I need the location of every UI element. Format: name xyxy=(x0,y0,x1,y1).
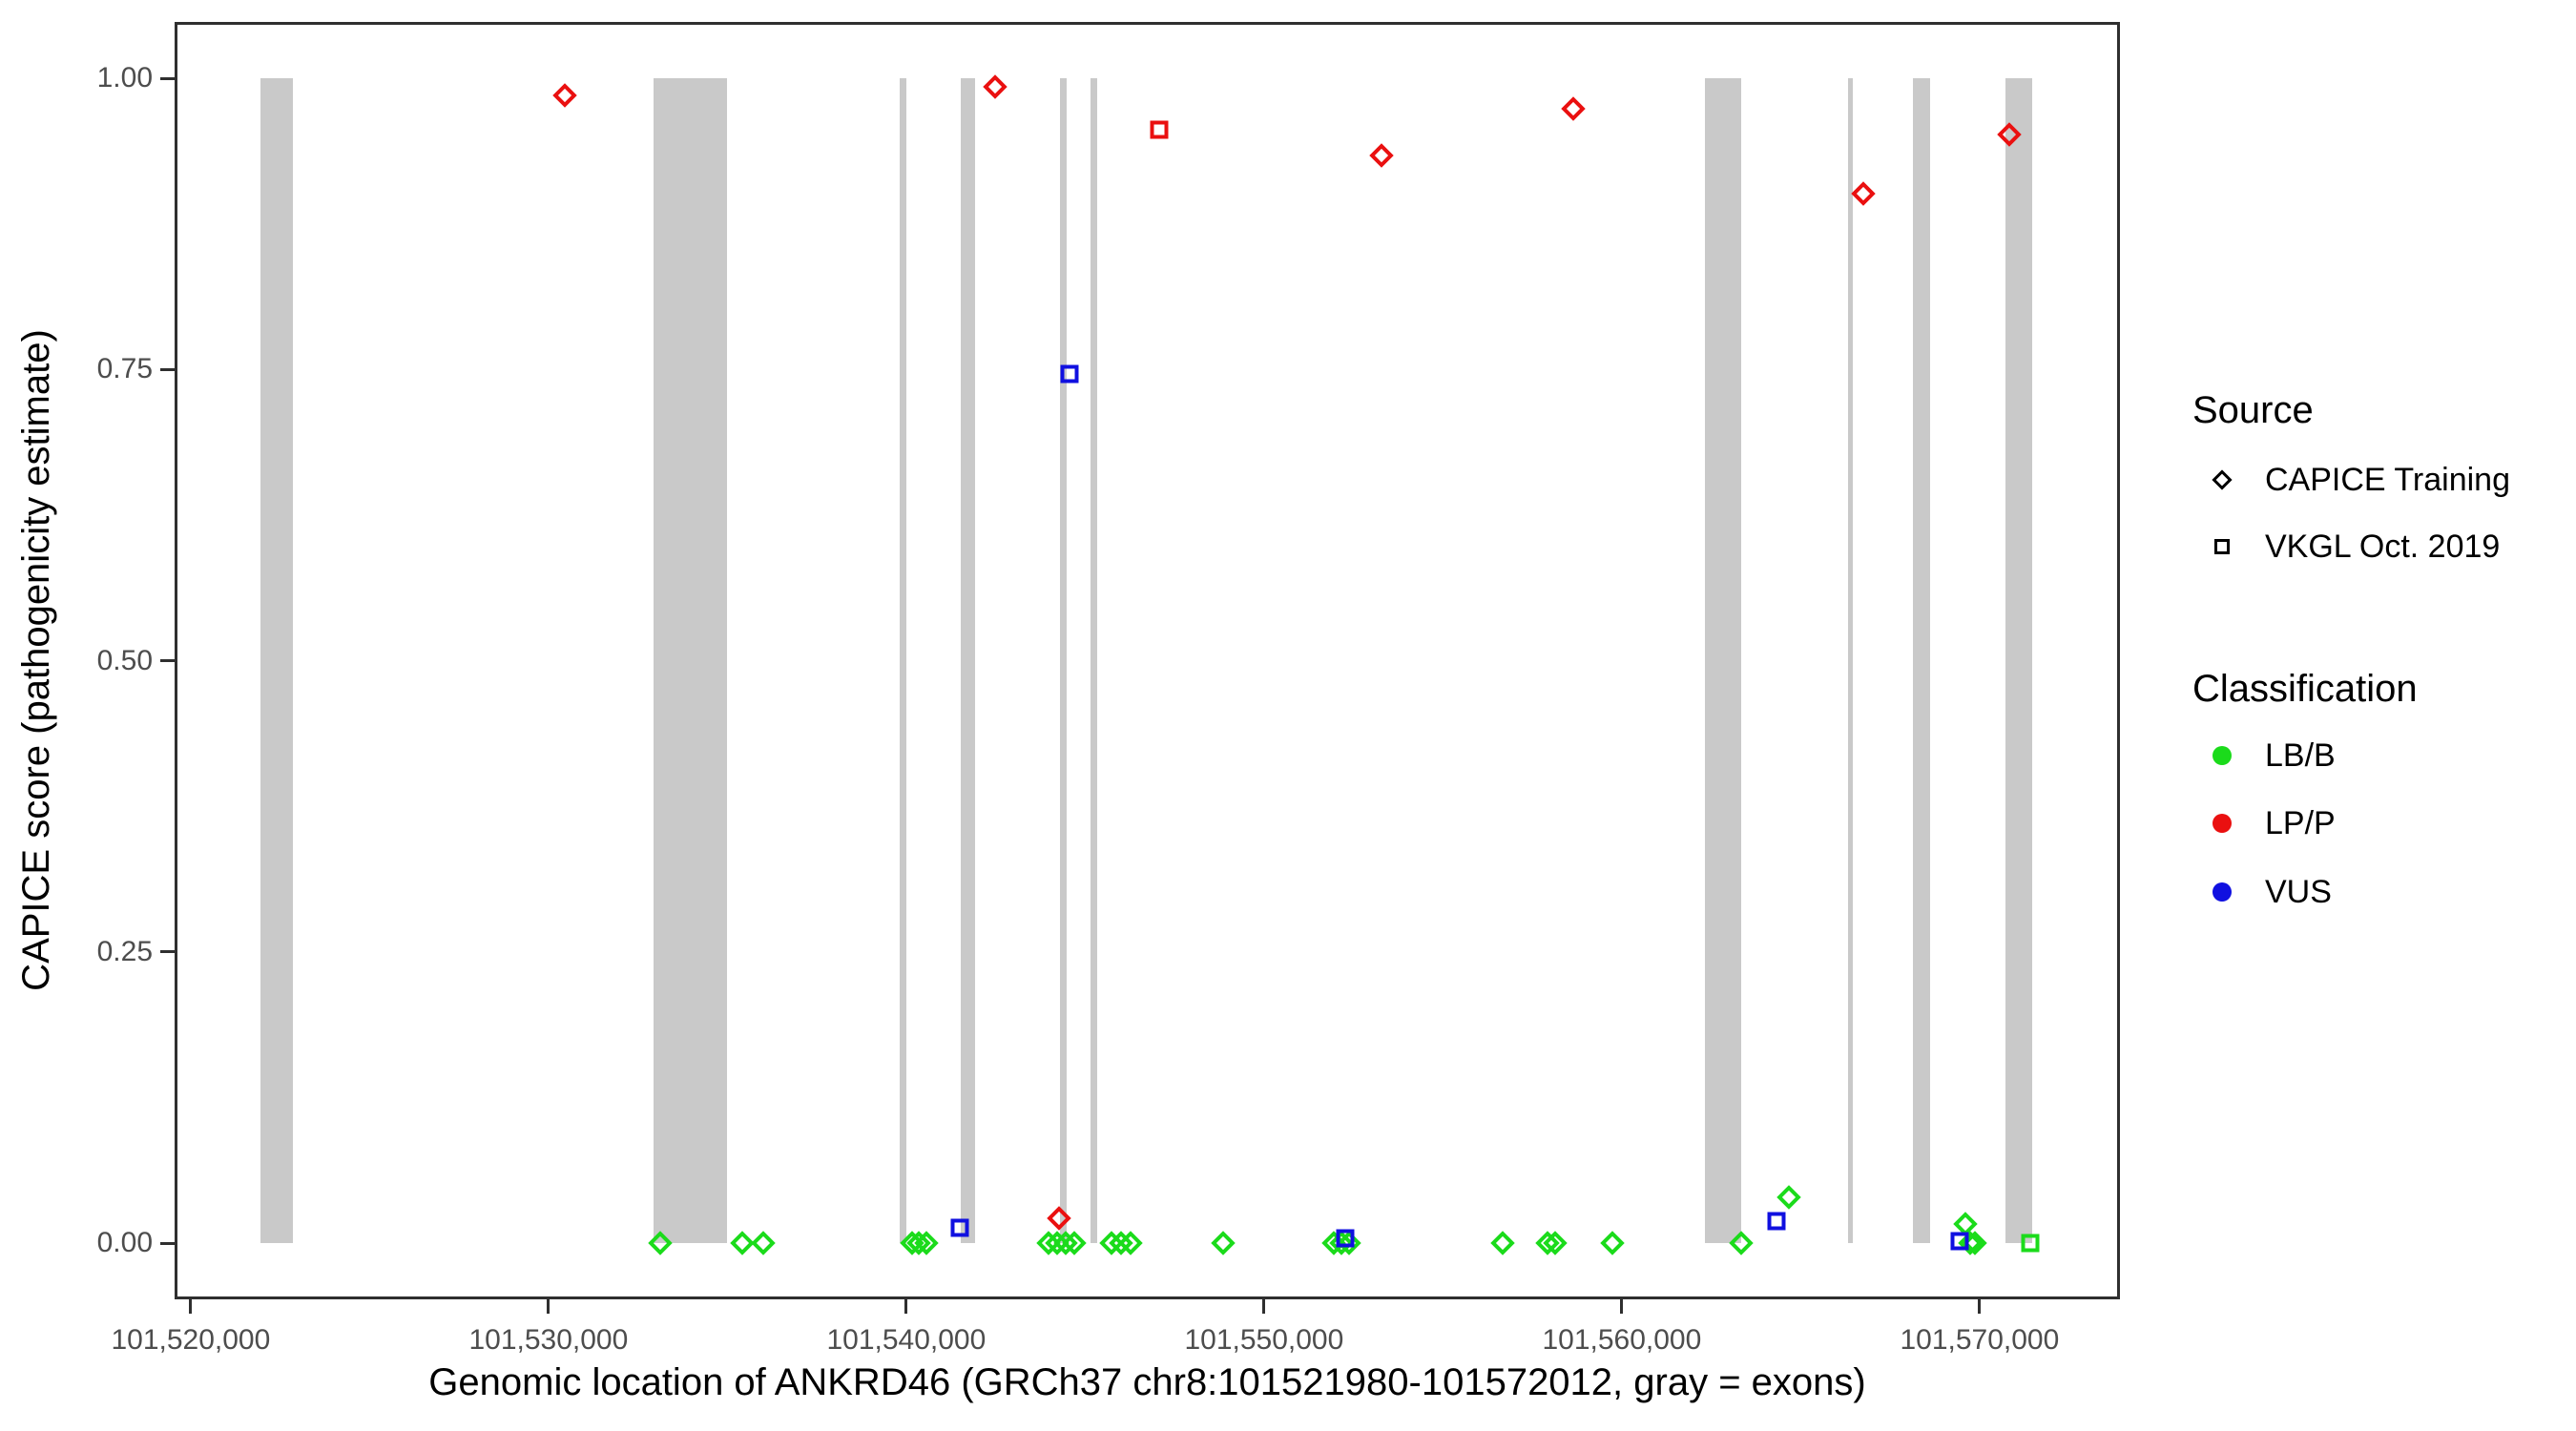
x-tick-label: 101,530,000 xyxy=(468,1324,629,1356)
legend-item-lpp: LP/P xyxy=(2265,805,2336,841)
y-tick xyxy=(160,1241,175,1245)
x-tick-label: 101,520,000 xyxy=(111,1324,271,1356)
y-tick-label: 1.00 xyxy=(96,62,153,93)
exon-bar xyxy=(653,78,727,1243)
panel-border xyxy=(175,22,2120,1299)
y-tick-label: 0.50 xyxy=(96,644,153,676)
lbb-circle-icon xyxy=(2212,746,2232,765)
data-point-square xyxy=(1950,1232,1969,1251)
exon-bar xyxy=(260,78,293,1243)
exon-bar xyxy=(2005,78,2032,1243)
data-point-square xyxy=(2021,1234,2040,1253)
x-tick-label: 101,560,000 xyxy=(1542,1324,1702,1356)
legend-classification-title: Classification xyxy=(2192,668,2418,710)
exon-bar xyxy=(1059,78,1067,1243)
y-tick xyxy=(160,367,175,371)
exon-bar xyxy=(960,78,975,1243)
vkgl-square-icon xyxy=(2214,539,2230,554)
y-tick-label: 0.00 xyxy=(96,1227,153,1258)
data-point-square xyxy=(950,1218,969,1237)
data-point-square xyxy=(1150,120,1169,139)
x-tick-label: 101,570,000 xyxy=(1900,1324,2060,1356)
exon-bar xyxy=(1091,78,1097,1243)
legend-item-lbb: LB/B xyxy=(2265,737,2336,774)
x-tick xyxy=(547,1299,551,1314)
legend-source-title: Source xyxy=(2192,389,2314,431)
y-tick-label: 0.25 xyxy=(96,935,153,967)
exon-bar xyxy=(1704,78,1741,1243)
legend-item-vkgl: VKGL Oct. 2019 xyxy=(2265,529,2501,565)
y-tick xyxy=(160,950,175,954)
exon-bar xyxy=(1847,78,1854,1243)
x-tick-label: 101,550,000 xyxy=(1184,1324,1344,1356)
data-point-square xyxy=(1336,1229,1355,1248)
exon-bar xyxy=(900,78,906,1243)
capice-training-diamond-icon xyxy=(2212,469,2233,490)
x-tick xyxy=(904,1299,908,1314)
x-tick xyxy=(189,1299,193,1314)
x-tick xyxy=(1978,1299,1982,1314)
lpp-circle-icon xyxy=(2212,814,2232,833)
y-axis-title: CAPICE score (pathogenicity estimate) xyxy=(15,329,57,991)
legend-item-capice-training: CAPICE Training xyxy=(2265,462,2510,498)
x-axis-title: Genomic location of ANKRD46 (GRCh37 chr8… xyxy=(428,1361,1866,1403)
exon-bar xyxy=(1912,78,1930,1243)
x-tick xyxy=(1262,1299,1266,1314)
y-tick xyxy=(160,76,175,80)
vus-circle-icon xyxy=(2212,882,2232,902)
x-tick xyxy=(1620,1299,1624,1314)
y-tick-label: 0.75 xyxy=(96,353,153,385)
x-tick-label: 101,540,000 xyxy=(826,1324,987,1356)
legend-item-vus: VUS xyxy=(2265,874,2332,910)
y-tick xyxy=(160,659,175,662)
data-point-square xyxy=(1767,1212,1786,1231)
data-point-square xyxy=(1060,364,1079,384)
